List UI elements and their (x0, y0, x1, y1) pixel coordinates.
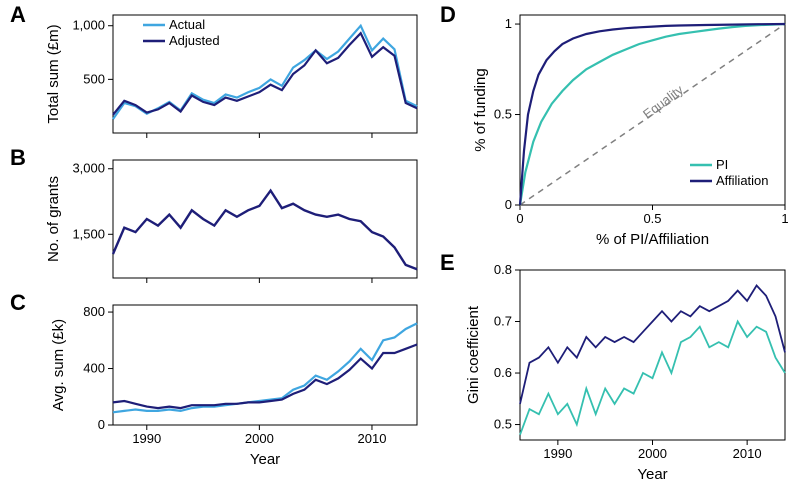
svg-text:2000: 2000 (245, 431, 274, 446)
panel-c-chart: 0 400 800 1990 2000 2010 Avg. sum (£k) Year (45, 295, 425, 470)
svg-text:Total sum (£m): Total sum (£m) (45, 24, 62, 123)
svg-text:PI: PI (716, 157, 728, 172)
svg-text:% of PI/Affiliation: % of PI/Affiliation (596, 231, 709, 248)
panel-e-label: E (440, 250, 455, 276)
svg-text:0.5: 0.5 (494, 417, 512, 432)
svg-text:Equality: Equality (640, 82, 686, 122)
svg-text:Affiliation: Affiliation (716, 173, 769, 188)
svg-text:0: 0 (505, 197, 512, 212)
svg-text:1: 1 (505, 16, 512, 31)
svg-text:2010: 2010 (358, 431, 387, 446)
panel-a-label: A (10, 2, 26, 28)
svg-text:No. of grants: No. of grants (45, 176, 62, 262)
svg-text:Avg. sum (£k): Avg. sum (£k) (50, 319, 67, 411)
svg-text:Actual: Actual (169, 17, 205, 32)
svg-text:1,000: 1,000 (72, 18, 105, 33)
panel-d-chart: 0 0.5 1 0 0.5 1 % of funding % of PI/Affiliatio… (465, 5, 795, 250)
svg-text:0.8: 0.8 (494, 262, 512, 277)
panel-b-label: B (10, 145, 26, 171)
svg-text:500: 500 (83, 71, 105, 86)
svg-text:1,500: 1,500 (72, 226, 105, 241)
svg-text:Adjusted: Adjusted (169, 33, 220, 48)
svg-text:1990: 1990 (543, 446, 572, 461)
svg-text:0.5: 0.5 (643, 211, 661, 226)
panel-b-chart: 1,500 3,000 No. of grants (45, 150, 425, 290)
svg-text:0: 0 (98, 417, 105, 432)
svg-text:0.6: 0.6 (494, 365, 512, 380)
svg-text:400: 400 (83, 361, 105, 376)
svg-text:Year: Year (250, 451, 280, 468)
svg-text:2010: 2010 (733, 446, 762, 461)
panel-d-label: D (440, 2, 456, 28)
panel-a-chart: 500 1,000 Total sum (£m) ActualAdjusted (45, 5, 425, 145)
panel-c-label: C (10, 290, 26, 316)
svg-text:% of funding: % of funding (472, 68, 489, 151)
svg-text:Year: Year (637, 466, 667, 483)
svg-text:800: 800 (83, 304, 105, 319)
svg-text:0.5: 0.5 (494, 107, 512, 122)
svg-text:1990: 1990 (132, 431, 161, 446)
svg-text:1: 1 (781, 211, 788, 226)
panel-e-chart: 0.5 0.6 0.7 0.8 1990 2000 2010 Gini coefficient… (465, 260, 795, 485)
svg-text:2000: 2000 (638, 446, 667, 461)
svg-text:3,000: 3,000 (72, 161, 105, 176)
svg-text:0: 0 (516, 211, 523, 226)
svg-text:0.7: 0.7 (494, 314, 512, 329)
svg-text:Gini coefficient: Gini coefficient (465, 305, 482, 404)
